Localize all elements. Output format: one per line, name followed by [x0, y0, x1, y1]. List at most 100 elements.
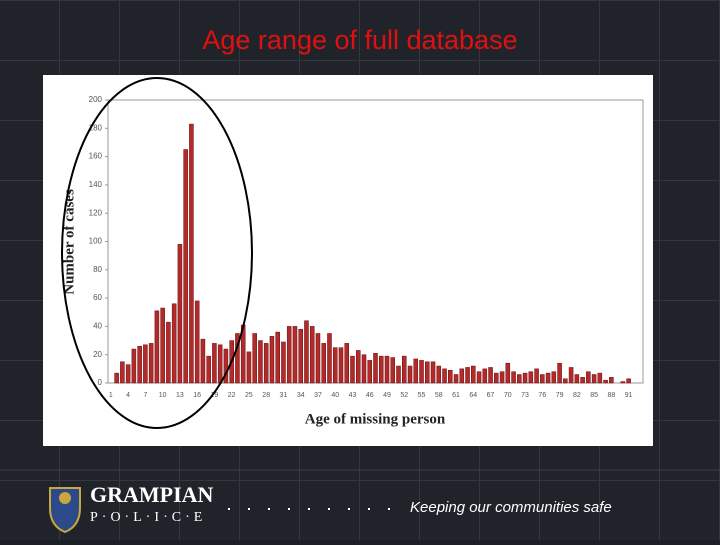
bar — [252, 333, 257, 384]
slide-title: Age range of full database — [202, 25, 517, 55]
brand-sub: P·O·L·I·C·E — [90, 510, 206, 525]
bar — [557, 362, 562, 384]
bar — [131, 348, 137, 384]
bar — [603, 379, 608, 384]
bar — [419, 360, 424, 384]
bar — [471, 365, 476, 384]
bar — [223, 348, 229, 384]
bar — [465, 367, 470, 384]
bar — [384, 355, 390, 384]
bar — [545, 372, 551, 384]
x-tick-label: 73 — [521, 392, 529, 399]
bar — [591, 374, 597, 384]
bar — [620, 381, 626, 384]
bar — [344, 343, 349, 384]
x-tick-label: 55 — [418, 392, 426, 399]
bar — [350, 355, 355, 384]
x-tick-label: 61 — [452, 392, 460, 399]
bar — [373, 353, 378, 384]
bar — [361, 354, 367, 384]
bar — [286, 326, 292, 384]
bar — [609, 377, 614, 384]
bar — [154, 310, 160, 384]
bar — [448, 370, 453, 384]
bar — [626, 378, 631, 384]
bar — [396, 365, 401, 384]
bar — [258, 340, 263, 384]
bar — [355, 350, 361, 384]
bar — [488, 367, 493, 384]
x-tick-label: 37 — [314, 392, 322, 399]
x-tick-label: 46 — [366, 392, 374, 399]
bar — [551, 371, 557, 384]
bar — [217, 344, 223, 384]
x-tick-label: 82 — [573, 392, 581, 399]
bar — [407, 365, 413, 384]
bar — [597, 372, 603, 384]
bar — [189, 123, 194, 384]
y-tick-label: 140 — [89, 180, 103, 189]
bar — [476, 371, 482, 384]
bar — [511, 371, 516, 384]
x-tick-label: 88 — [607, 392, 615, 399]
badge-crown — [59, 492, 71, 504]
y-tick-label: 100 — [89, 237, 103, 246]
bar — [194, 300, 200, 384]
y-axis-title: Number of cases — [61, 189, 77, 295]
bar — [292, 326, 298, 384]
x-tick-label: 31 — [280, 392, 288, 399]
bar — [522, 372, 528, 384]
bar — [327, 333, 332, 384]
x-tick-label: 28 — [262, 392, 270, 399]
x-tick-label: 7 — [143, 392, 147, 399]
bar — [160, 307, 165, 384]
bar — [275, 331, 280, 384]
bar — [235, 333, 240, 384]
bar — [332, 347, 338, 384]
police-badge — [49, 487, 81, 534]
x-tick-label: 67 — [487, 392, 495, 399]
bar — [528, 371, 534, 384]
bar — [137, 345, 142, 384]
y-tick-label: 80 — [93, 265, 102, 274]
y-tick-label: 60 — [93, 293, 102, 302]
x-tick-label: 85 — [590, 392, 598, 399]
x-tick-label: 13 — [176, 392, 184, 399]
x-tick-label: 64 — [469, 392, 477, 399]
bar — [568, 367, 574, 384]
y-tick-label: 180 — [89, 123, 103, 132]
bar — [499, 371, 505, 384]
bar — [114, 372, 119, 384]
bar — [281, 341, 286, 384]
bar — [459, 368, 465, 384]
y-tick-label: 160 — [89, 152, 103, 161]
x-tick-label: 70 — [504, 392, 512, 399]
x-tick-label: 1 — [109, 392, 113, 399]
highlight-ellipse — [61, 77, 253, 429]
bar — [120, 361, 125, 384]
bar — [540, 374, 545, 384]
bar — [580, 377, 585, 384]
x-tick-label: 19 — [211, 392, 219, 399]
bar — [321, 343, 326, 384]
bar — [171, 303, 177, 384]
bar — [586, 371, 591, 384]
x-tick-label: 43 — [349, 392, 357, 399]
bar — [563, 378, 568, 384]
bar — [367, 360, 373, 384]
y-tick-label: 20 — [93, 350, 102, 359]
bar — [378, 355, 384, 384]
y-tick-label: 120 — [89, 208, 103, 217]
x-tick-label: 40 — [331, 392, 339, 399]
y-tick-label: 200 — [89, 95, 103, 104]
bar — [206, 355, 211, 384]
plot: 0 20 40 60 80 100 120 140 160 180 200 1 4 7 10 13 16 19 22… — [89, 95, 633, 399]
bar — [482, 368, 488, 384]
x-tick-label: 76 — [538, 392, 546, 399]
bar — [442, 368, 447, 384]
bar — [298, 328, 303, 384]
chart-panel — [43, 75, 653, 446]
bar — [430, 361, 436, 384]
